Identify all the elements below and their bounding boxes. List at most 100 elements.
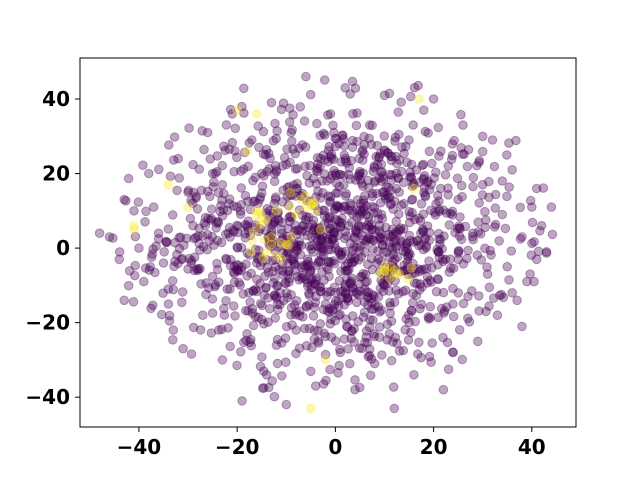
data-point bbox=[340, 282, 351, 293]
data-point bbox=[124, 266, 135, 276]
data-point bbox=[239, 108, 249, 118]
data-point bbox=[259, 290, 270, 300]
data-point-highlight bbox=[129, 224, 139, 235]
data-point bbox=[159, 247, 169, 257]
data-point bbox=[313, 326, 323, 336]
data-point bbox=[345, 174, 356, 184]
data-point bbox=[273, 214, 283, 224]
data-point bbox=[377, 350, 387, 360]
data-point bbox=[405, 211, 416, 221]
data-point bbox=[387, 232, 398, 242]
data-point bbox=[215, 206, 225, 217]
data-point bbox=[374, 332, 385, 343]
data-point bbox=[306, 232, 317, 242]
data-point bbox=[272, 280, 283, 291]
data-point-highlight bbox=[306, 200, 317, 211]
data-point bbox=[389, 297, 400, 308]
data-point bbox=[522, 276, 532, 287]
data-point bbox=[342, 265, 353, 276]
data-point-highlight bbox=[409, 183, 419, 194]
data-point bbox=[202, 186, 213, 197]
data-point bbox=[353, 316, 364, 327]
data-point bbox=[373, 254, 384, 264]
data-point bbox=[391, 216, 402, 227]
data-point bbox=[283, 246, 294, 257]
data-point bbox=[315, 242, 326, 253]
data-point bbox=[468, 181, 478, 192]
data-point bbox=[289, 300, 300, 310]
data-point bbox=[148, 244, 158, 254]
data-point bbox=[416, 265, 427, 275]
data-point bbox=[375, 149, 386, 159]
data-point bbox=[347, 283, 358, 294]
data-point bbox=[286, 234, 296, 244]
data-point bbox=[211, 223, 221, 233]
data-point bbox=[454, 223, 465, 233]
data-point bbox=[242, 248, 253, 258]
data-point bbox=[261, 208, 272, 218]
data-point bbox=[412, 349, 423, 359]
data-point bbox=[376, 229, 386, 239]
data-point bbox=[323, 110, 333, 120]
data-point bbox=[161, 236, 171, 247]
data-point bbox=[418, 174, 429, 185]
data-point bbox=[463, 291, 473, 302]
data-point bbox=[318, 251, 329, 261]
data-point bbox=[355, 241, 366, 251]
data-point bbox=[331, 178, 342, 188]
data-point bbox=[320, 155, 330, 165]
data-point bbox=[396, 237, 407, 247]
data-point bbox=[442, 337, 453, 348]
data-point bbox=[406, 305, 417, 316]
data-point bbox=[347, 205, 357, 216]
data-point bbox=[434, 204, 444, 215]
data-point-highlight bbox=[379, 266, 390, 277]
data-point bbox=[349, 232, 359, 243]
data-point bbox=[270, 313, 281, 323]
data-point bbox=[240, 228, 250, 239]
data-point bbox=[412, 236, 422, 246]
data-point-highlight bbox=[256, 213, 267, 224]
data-point bbox=[456, 234, 467, 245]
data-point bbox=[409, 180, 419, 190]
data-point bbox=[347, 245, 358, 256]
data-point bbox=[287, 136, 297, 147]
data-point bbox=[305, 265, 316, 276]
data-point bbox=[433, 312, 444, 323]
data-point bbox=[263, 267, 274, 278]
data-point bbox=[304, 212, 314, 223]
data-point bbox=[295, 102, 306, 112]
data-point bbox=[334, 360, 344, 371]
data-point bbox=[234, 277, 244, 288]
data-point bbox=[336, 287, 346, 297]
data-point bbox=[183, 264, 193, 274]
data-point bbox=[423, 314, 434, 324]
data-point bbox=[290, 265, 301, 276]
data-point-highlight bbox=[379, 261, 390, 272]
data-point bbox=[346, 217, 357, 227]
data-point bbox=[225, 260, 236, 271]
data-point bbox=[366, 293, 376, 304]
data-point bbox=[183, 185, 194, 196]
data-point bbox=[334, 310, 344, 321]
data-point bbox=[331, 214, 341, 225]
data-point bbox=[224, 194, 235, 204]
data-point bbox=[229, 226, 239, 237]
data-point bbox=[405, 250, 415, 260]
data-point bbox=[218, 205, 229, 215]
data-point bbox=[296, 191, 306, 201]
data-point bbox=[130, 270, 140, 281]
data-point bbox=[384, 229, 394, 240]
data-point bbox=[144, 168, 154, 179]
y-tick-label: 20 bbox=[42, 162, 70, 186]
data-point bbox=[311, 179, 322, 189]
data-point bbox=[515, 234, 526, 244]
data-point bbox=[174, 173, 185, 183]
data-point-highlight bbox=[261, 215, 271, 225]
data-point bbox=[284, 212, 295, 223]
data-point bbox=[403, 251, 413, 262]
data-point bbox=[426, 277, 437, 288]
data-point bbox=[207, 271, 218, 282]
data-point bbox=[339, 180, 349, 190]
data-point bbox=[206, 204, 217, 214]
